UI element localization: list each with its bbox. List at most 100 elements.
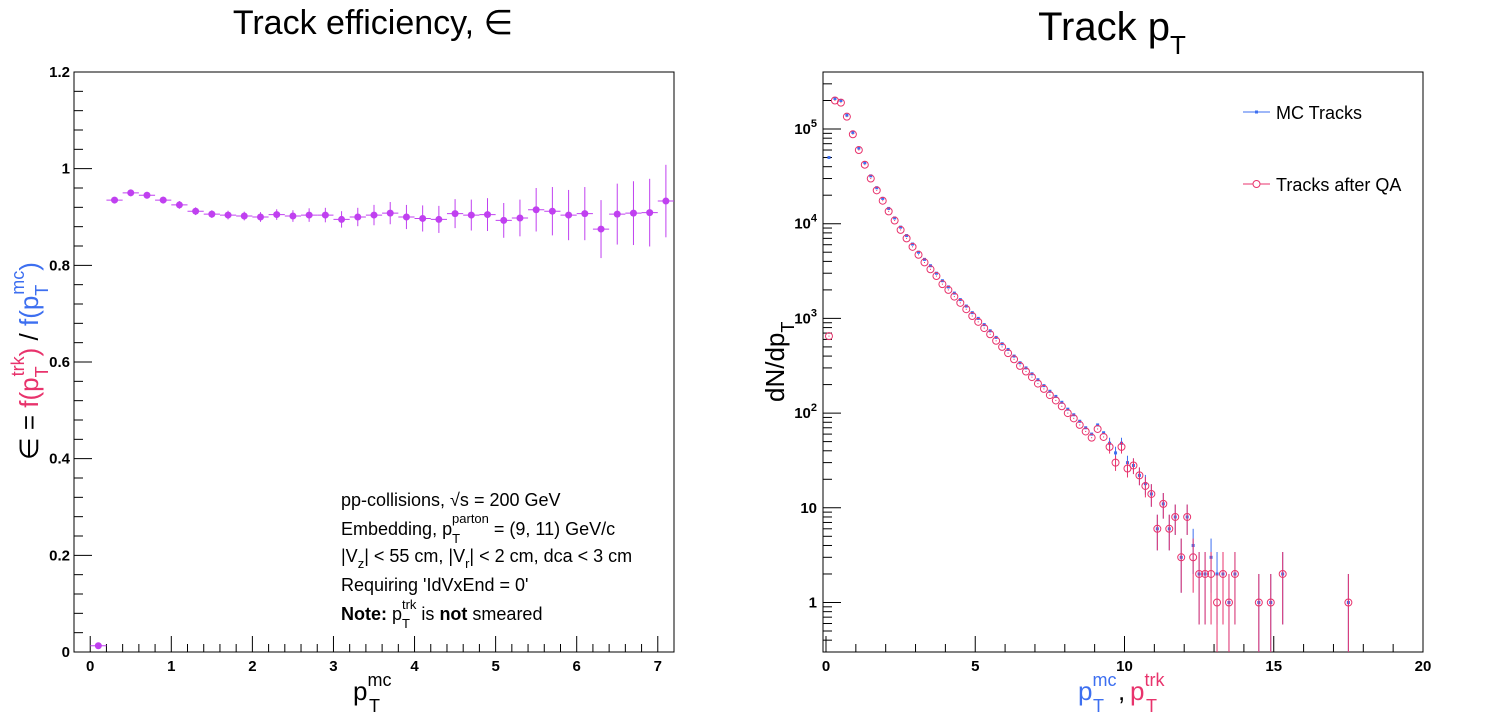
qa-tracks-point [1230, 569, 1239, 578]
qa-tracks-point [1147, 489, 1156, 498]
qa-tracks-point [1344, 598, 1353, 607]
qa-tracks-point [1033, 379, 1042, 388]
mc-tracks-point [875, 186, 879, 190]
y-tick-label: 105 [794, 118, 817, 138]
efficiency-point [94, 642, 102, 650]
efficiency-point [435, 215, 443, 223]
legend-label-tracks-after-qa: Tracks after QA [1276, 175, 1401, 195]
mc-tracks-point [881, 196, 885, 200]
mc-tracks-point [869, 174, 873, 178]
qa-tracks-point [1111, 458, 1120, 467]
x-tick-label: 15 [1265, 658, 1282, 675]
mc-tracks-point [833, 96, 837, 100]
efficiency-xlabel: pmc T [353, 670, 391, 716]
efficiency-point [662, 197, 670, 205]
qa-tracks-point [1117, 442, 1126, 451]
qa-tracks-point [986, 330, 995, 339]
qa-tracks-point [914, 250, 923, 259]
efficiency-point [224, 211, 232, 219]
y-tick-label: 103 [794, 307, 817, 327]
pt-spectrum-legend: MC Tracks Tracks after QA [1243, 103, 1401, 195]
qa-tracks-point [1171, 512, 1180, 521]
efficiency-point [175, 201, 183, 209]
efficiency-point [143, 191, 151, 199]
efficiency-point [338, 215, 346, 223]
qa-tracks-point [884, 207, 893, 216]
qa-tracks-point [1027, 373, 1036, 382]
qa-tracks-point [932, 272, 941, 281]
x-tick-label: 0 [822, 658, 830, 675]
efficiency-point [419, 214, 427, 222]
x-tick-label: 1 [167, 658, 175, 675]
efficiency-point [240, 212, 248, 220]
pt-spectrum-xlabel: pmc T, ptrk T [1078, 670, 1165, 716]
efficiency-point [629, 209, 637, 217]
x-tick-label: 0 [86, 658, 94, 675]
qa-tracks-point [1177, 553, 1186, 562]
qa-tracks-point [1045, 391, 1054, 400]
y-tick-label: 0.4 [49, 451, 71, 468]
x-tick-label: 6 [573, 658, 581, 675]
qa-tracks-point [1069, 414, 1078, 423]
y-tick-label: 0 [62, 644, 70, 661]
qa-tracks-point [842, 112, 851, 121]
qa-tracks-point [1189, 553, 1198, 562]
annotation-idvxend: Requiring 'IdVxEnd = 0' [341, 575, 529, 595]
qa-tracks-point [956, 298, 965, 307]
qa-tracks-point [1010, 355, 1019, 364]
qa-tracks-point [1213, 598, 1222, 607]
efficiency-point [646, 209, 654, 217]
qa-tracks-point [1159, 499, 1168, 508]
qa-tracks-point [890, 216, 899, 225]
qa-tracks-point [1183, 512, 1192, 521]
qa-tracks-point [1051, 396, 1060, 405]
qa-tracks-point [872, 186, 881, 195]
efficiency-point [484, 211, 492, 219]
efficiency-point [565, 211, 573, 219]
pt-spectrum-data-points [824, 96, 1353, 652]
efficiency-point [386, 209, 394, 217]
legend-marker-mc-tracks-icon [1255, 110, 1258, 114]
efficiency-annotation-box: pp-collisions, √s = 200 GeV Embedding, p… [341, 490, 632, 631]
qa-tracks-point [1153, 524, 1162, 533]
qa-tracks-point [1224, 598, 1233, 607]
efficiency-point [532, 206, 540, 214]
pt-spectrum-panel: Track pT 0 5 10 15 20 1 10 102 103 104 105 pmc T, pt… [760, 5, 1431, 716]
mc-tracks-point [911, 242, 915, 246]
qa-tracks-point [1141, 481, 1150, 490]
qa-tracks-point [1093, 424, 1102, 433]
legend-marker-tracks-after-qa-icon [1252, 180, 1261, 188]
y-tick-label: 0.8 [49, 257, 70, 274]
y-tick-label: 102 [794, 402, 817, 422]
qa-tracks-point [866, 174, 875, 183]
x-tick-label: 7 [654, 658, 662, 675]
annotation-smearing-note: Note: pTtrk is not smeared [341, 597, 542, 631]
pt-spectrum-axis-ticks: 0 5 10 15 20 1 10 102 103 104 105 [794, 71, 1431, 675]
qa-tracks-point [968, 312, 977, 321]
qa-tracks-point [1105, 442, 1114, 451]
efficiency-point [516, 214, 524, 222]
qa-tracks-point [974, 317, 983, 326]
qa-tracks-point [1016, 361, 1025, 370]
efficiency-point [273, 211, 281, 219]
qa-tracks-point [980, 324, 989, 333]
x-tick-label: 4 [410, 658, 419, 675]
pt-spectrum-title: Track pT [1038, 5, 1186, 60]
efficiency-point [613, 210, 621, 218]
x-tick-label: 10 [1116, 658, 1133, 675]
qa-tracks-point [1075, 420, 1084, 429]
x-tick-label: 5 [491, 658, 499, 675]
efficiency-title: Track efficiency, ∈ [233, 4, 513, 42]
qa-tracks-point [1195, 569, 1204, 578]
qa-tracks-point [1266, 598, 1275, 607]
pt-spectrum-ylabel: dN/dpT [760, 322, 798, 402]
efficiency-point [159, 196, 167, 204]
qa-tracks-point [1135, 471, 1144, 480]
y-tick-label: 1 [62, 161, 70, 178]
efficiency-point [289, 212, 297, 220]
qa-tracks-point [1201, 569, 1210, 578]
qa-tracks-point [1039, 384, 1048, 393]
efficiency-point [402, 213, 410, 221]
legend-item-mc-tracks: MC Tracks [1243, 103, 1362, 123]
